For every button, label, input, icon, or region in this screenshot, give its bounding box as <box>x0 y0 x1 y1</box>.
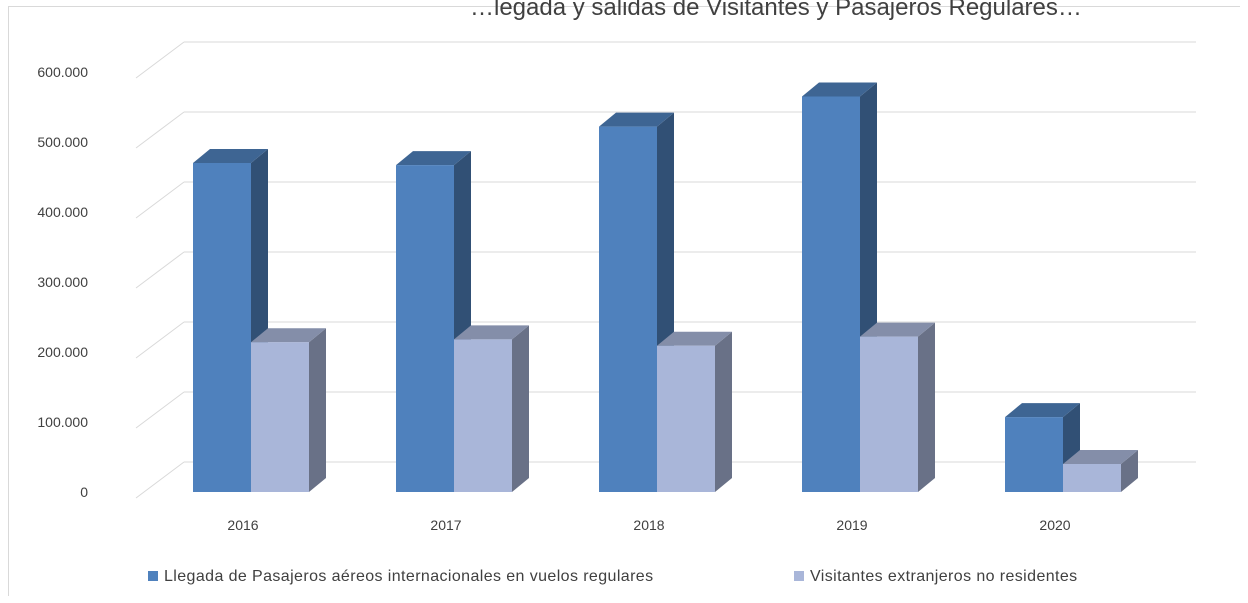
bar-2019-series-1-top <box>802 82 877 97</box>
gridline-diagonal <box>135 251 185 289</box>
y-tick-label: 500.000 <box>37 134 88 150</box>
x-tick-label: 2016 <box>227 517 258 533</box>
bar-2020-series-2-front <box>1063 464 1121 492</box>
y-axis-ticks: 0 100.000 200.000 300.000 400.000 500.000 600.… <box>37 64 88 500</box>
bar-2016-series-2-top <box>251 328 326 343</box>
y-tick-label: 300.000 <box>37 274 88 290</box>
bar-2020-series-2-top <box>1063 450 1138 464</box>
y-tick-label: 400.000 <box>37 204 88 220</box>
y-tick-label: 600.000 <box>37 64 88 80</box>
y-tick-label: 100.000 <box>37 414 88 430</box>
bar-2020-series-1-top <box>1005 403 1080 418</box>
bar-2019-series-1-front <box>802 96 860 492</box>
y-tick-label: 0 <box>80 484 88 500</box>
y-tick-label: 200.000 <box>37 344 88 360</box>
bar-2017-series-2-front <box>454 339 512 492</box>
bar-2018-series-1-front <box>599 126 657 492</box>
x-tick-label: 2017 <box>430 517 461 533</box>
bar-2017-series-2 <box>454 325 529 492</box>
bar-2017-series-2-top <box>454 325 529 340</box>
bar-2018-series-2-front <box>657 345 715 492</box>
bar-2019-series-2-side <box>918 322 935 492</box>
bar-2017-series-1-top <box>396 151 471 166</box>
legend-label: Llegada de Pasajeros aéreos internaciona… <box>164 568 654 585</box>
bar-2016-series-2-front <box>251 342 309 492</box>
bar-2017-series-2-side <box>512 325 529 492</box>
gridline-diagonal <box>135 181 185 219</box>
gridline-diagonal <box>135 391 185 429</box>
bar-2020-series-1-front <box>1005 417 1063 492</box>
bar-2018-series-2-side <box>715 331 732 492</box>
bar-2017-series-1 <box>396 151 471 492</box>
bar-2019-series-1 <box>802 82 877 492</box>
bar-2018-series-1-top <box>599 112 674 127</box>
bar-2019-series-2-front <box>860 336 918 492</box>
legend-label: Visitantes extranjeros no residentes <box>810 568 1078 585</box>
chart-title: …legada y salidas de Visitantes y Pasaje… <box>470 0 1082 21</box>
legend-swatch <box>794 571 804 581</box>
chart-frame <box>8 6 1240 596</box>
bar-2019-series-2 <box>860 322 935 492</box>
x-tick-label: 2018 <box>633 517 664 533</box>
gridline-diagonal <box>135 111 185 149</box>
bars <box>193 82 1138 492</box>
legend: Llegada de Pasajeros aéreos internaciona… <box>148 568 1078 585</box>
bar-2016-series-1-top <box>193 149 268 163</box>
bar-2019-series-2-top <box>860 322 935 337</box>
bar-2016-series-2-side <box>309 328 326 492</box>
gridline-diagonal <box>135 321 185 359</box>
x-tick-label: 2020 <box>1039 517 1070 533</box>
x-axis-ticks: 2016 2017 2018 2019 2020 <box>227 517 1070 533</box>
bar-2016-series-1-front <box>193 163 251 492</box>
bar-2018-series-2 <box>657 331 732 492</box>
bar-2016-series-2 <box>251 328 326 492</box>
bar-2018-series-2-top <box>657 331 732 346</box>
gridline-diagonal <box>135 41 185 79</box>
gridline-diagonal <box>135 461 185 499</box>
bar-2017-series-1-front <box>396 165 454 492</box>
legend-swatch <box>148 571 158 581</box>
x-tick-label: 2019 <box>836 517 867 533</box>
bar-2020-series-2 <box>1063 450 1138 492</box>
